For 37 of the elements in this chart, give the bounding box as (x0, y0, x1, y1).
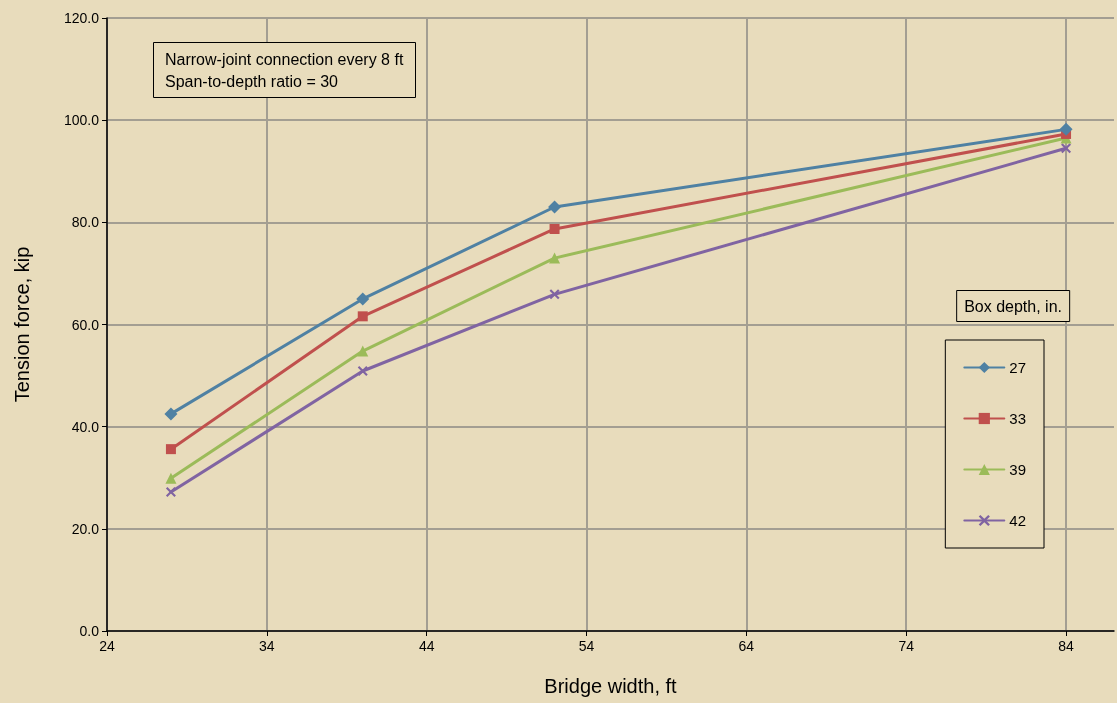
point (549, 289, 560, 300)
point (549, 223, 560, 234)
y-tick-label: 80.0 (71, 214, 100, 231)
x-tick-label: 34 (259, 638, 275, 654)
y-tick-label: 60.0 (71, 316, 100, 333)
x-tick-label: 54 (578, 638, 595, 654)
annotation: Narrow-joint connection every 8 ft (165, 50, 404, 68)
point (357, 311, 368, 322)
point (1059, 122, 1073, 136)
legend-label: 42 (1009, 512, 1026, 529)
point (356, 292, 370, 306)
x-tick-label: 24 (99, 638, 115, 654)
legend-label: 27 (1009, 359, 1026, 376)
y-tick-label: 40.0 (71, 418, 100, 435)
point (165, 472, 177, 484)
y-axis-title: Tension force, kip (11, 246, 33, 403)
point (357, 365, 368, 376)
y-tick-label: 0.0 (79, 623, 100, 639)
x-tick-label: 84 (1058, 638, 1075, 654)
x-tick-label: 74 (898, 638, 915, 654)
x-tick-label: 64 (738, 638, 755, 654)
point (165, 444, 176, 455)
legend-label: 33 (1009, 410, 1026, 427)
legend-label: 39 (1009, 461, 1026, 478)
x-tick-label: 44 (418, 638, 435, 654)
point (1061, 143, 1072, 154)
annotation: Span-to-depth ratio = 30 (165, 72, 339, 90)
x-axis-title: Bridge width, ft (544, 675, 678, 697)
y-tick-label: 100.0 (63, 112, 100, 129)
y-tick-label: 20.0 (71, 520, 100, 537)
point (164, 407, 178, 421)
y-tick-label: 120.0 (63, 10, 100, 26)
point (165, 487, 176, 498)
point (357, 345, 369, 357)
legend-title: Box depth, in. (964, 297, 1062, 315)
point (549, 252, 561, 264)
point (548, 200, 562, 214)
